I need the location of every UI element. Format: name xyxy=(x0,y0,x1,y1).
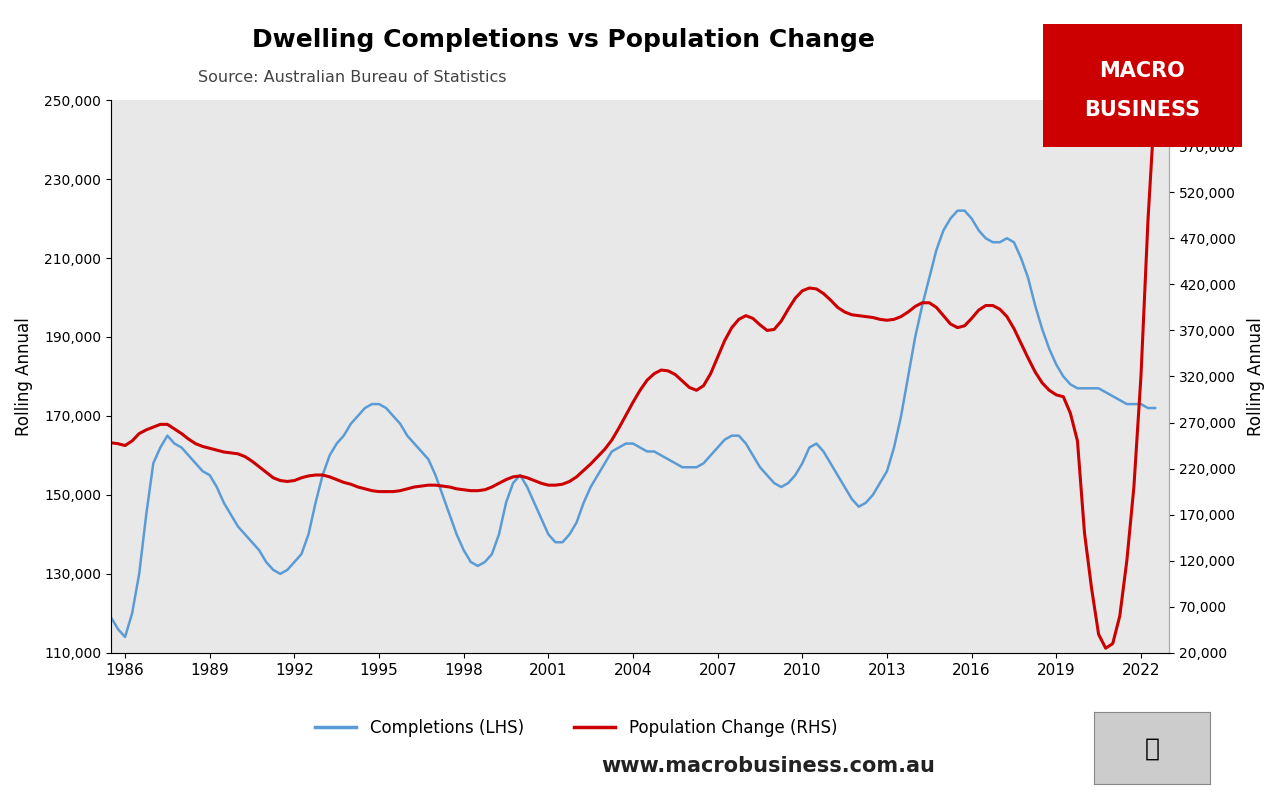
Text: www.macrobusiness.com.au: www.macrobusiness.com.au xyxy=(602,756,934,776)
Legend: Completions (LHS), Population Change (RHS): Completions (LHS), Population Change (RH… xyxy=(308,712,844,744)
Y-axis label: Rolling Annual: Rolling Annual xyxy=(1247,317,1265,436)
Text: BUSINESS: BUSINESS xyxy=(1084,100,1201,120)
Text: Source: Australian Bureau of Statistics: Source: Australian Bureau of Statistics xyxy=(198,70,507,85)
Text: 🐺: 🐺 xyxy=(1144,736,1160,760)
Y-axis label: Rolling Annual: Rolling Annual xyxy=(15,317,33,436)
Text: Dwelling Completions vs Population Change: Dwelling Completions vs Population Chang… xyxy=(252,28,874,52)
Text: MACRO: MACRO xyxy=(1100,60,1185,80)
